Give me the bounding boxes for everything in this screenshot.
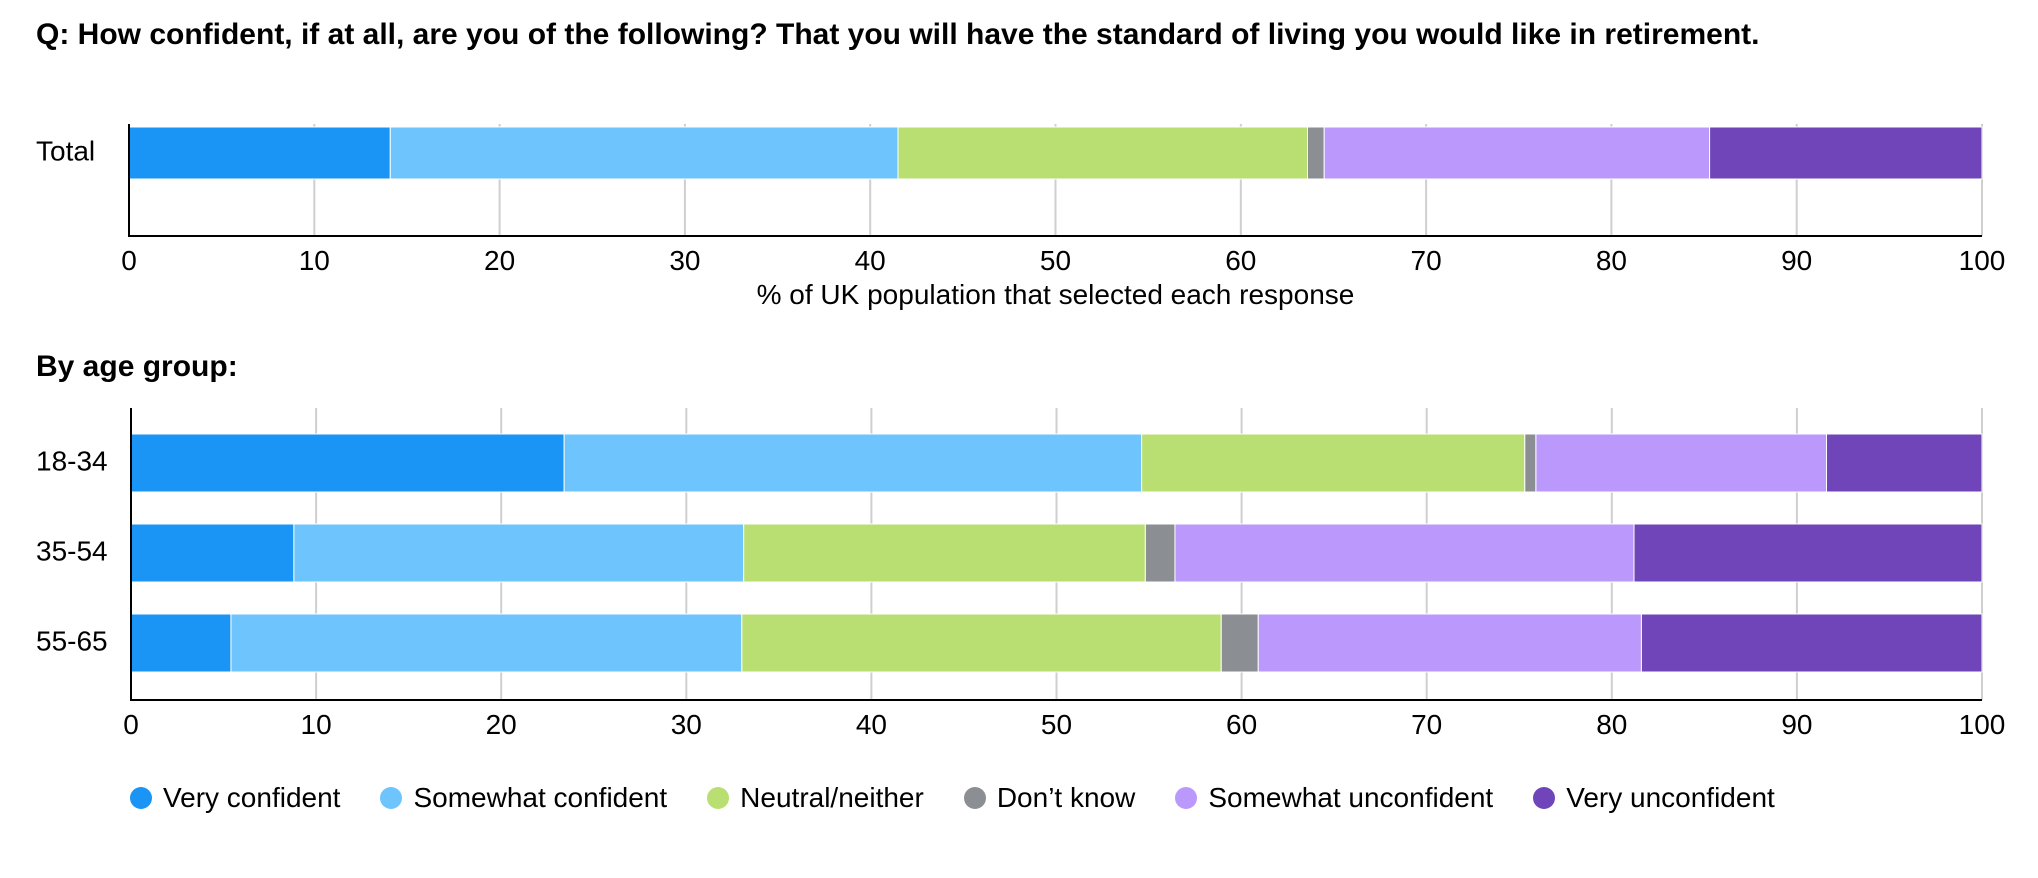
category-label-total: Total bbox=[36, 135, 95, 166]
bar-55-65-somewhat-unconfident bbox=[1257, 613, 1642, 673]
bar-35-54-neutral-neither bbox=[743, 523, 1146, 583]
category-label-55-65: 55-65 bbox=[36, 625, 108, 656]
category-label-35-54: 35-54 bbox=[36, 535, 108, 566]
legend-swatch-dont-know bbox=[963, 787, 986, 809]
legend: Very confident Somewhat confident Neutra… bbox=[130, 782, 1815, 814]
bar-55-65-neutral-neither bbox=[741, 613, 1222, 673]
x-tick-label-90-panel-2: 90 bbox=[1781, 709, 1812, 740]
x-tick-label-100-panel-2: 100 bbox=[1959, 709, 2006, 740]
legend-label-very-unconfident: Very unconfident bbox=[1566, 782, 1775, 813]
legend-item-very-unconfident: Very unconfident bbox=[1533, 782, 1775, 814]
legend-swatch-very-unconfident bbox=[1533, 787, 1556, 809]
x-tick-label-70-panel-2: 70 bbox=[1411, 709, 1442, 740]
legend-swatch-somewhat-confident bbox=[380, 787, 403, 809]
category-label-18-34: 18-34 bbox=[36, 445, 108, 476]
bar-total-very-confident bbox=[128, 126, 391, 180]
legend-label-dont-know: Don’t know bbox=[996, 782, 1136, 813]
bar-55-65-very-confident bbox=[130, 613, 232, 673]
x-tick-label-30-panel-1: 30 bbox=[669, 245, 700, 276]
bar-18-34-very-unconfident bbox=[1826, 433, 1983, 493]
bar-18-34-somewhat-unconfident bbox=[1535, 433, 1828, 493]
x-tick-label-40-panel-2: 40 bbox=[856, 709, 887, 740]
bar-35-54-somewhat-confident bbox=[293, 523, 745, 583]
bar-total-somewhat-confident bbox=[389, 126, 899, 180]
bar-55-65-very-unconfident bbox=[1640, 613, 1983, 673]
legend-swatch-neutral-neither bbox=[707, 787, 730, 809]
bar-total-somewhat-unconfident bbox=[1323, 126, 1711, 180]
x-tick-label-50-panel-1: 50 bbox=[1040, 245, 1071, 276]
legend-label-neutral-neither: Neutral/neither bbox=[740, 782, 924, 813]
bar-55-65-somewhat-confident bbox=[230, 613, 743, 673]
legend-label-somewhat-confident: Somewhat confident bbox=[413, 782, 668, 813]
legend-item-neutral-neither: Neutral/neither bbox=[707, 782, 924, 814]
legend-label-very-confident: Very confident bbox=[163, 782, 341, 813]
x-tick-label-80-panel-1: 80 bbox=[1596, 245, 1627, 276]
bar-total-very-unconfident bbox=[1709, 126, 1983, 180]
x-axis-label-panel-1: % of UK population that selected each re… bbox=[757, 279, 1355, 310]
x-tick-label-10-panel-1: 10 bbox=[299, 245, 330, 276]
x-tick-label-20-panel-1: 20 bbox=[484, 245, 515, 276]
bar-total-don-t-know bbox=[1307, 126, 1325, 180]
age-group-section-title: By age group: bbox=[36, 350, 238, 383]
legend-item-very-confident: Very confident bbox=[130, 782, 340, 814]
bar-35-54-don-t-know bbox=[1144, 523, 1176, 583]
bar-35-54-very-confident bbox=[130, 523, 295, 583]
x-tick-label-20-panel-2: 20 bbox=[486, 709, 517, 740]
x-tick-label-0-panel-1: 0 bbox=[121, 245, 137, 276]
x-tick-label-80-panel-2: 80 bbox=[1596, 709, 1627, 740]
bar-55-65-don-t-know bbox=[1220, 613, 1259, 673]
legend-item-dont-know: Don’t know bbox=[963, 782, 1136, 814]
x-tick-label-10-panel-2: 10 bbox=[301, 709, 332, 740]
bar-total-neutral-neither bbox=[897, 126, 1309, 180]
x-tick-label-50-panel-2: 50 bbox=[1041, 709, 1072, 740]
legend-label-somewhat-unconfident: Somewhat unconfident bbox=[1208, 782, 1494, 813]
bar-35-54-very-unconfident bbox=[1633, 523, 1983, 583]
legend-item-somewhat-confident: Somewhat confident bbox=[380, 782, 667, 814]
x-tick-label-0-panel-2: 0 bbox=[123, 709, 139, 740]
bar-18-34-somewhat-confident bbox=[563, 433, 1143, 493]
bar-18-34-don-t-know bbox=[1524, 433, 1537, 493]
x-tick-label-60-panel-1: 60 bbox=[1225, 245, 1256, 276]
bar-18-34-very-confident bbox=[130, 433, 565, 493]
x-tick-label-100-panel-1: 100 bbox=[1959, 245, 2006, 276]
x-tick-label-60-panel-2: 60 bbox=[1226, 709, 1257, 740]
x-tick-label-70-panel-1: 70 bbox=[1411, 245, 1442, 276]
x-tick-label-40-panel-1: 40 bbox=[855, 245, 886, 276]
legend-item-somewhat-unconfident: Somewhat unconfident bbox=[1175, 782, 1493, 814]
legend-swatch-somewhat-unconfident bbox=[1175, 787, 1198, 809]
bar-35-54-somewhat-unconfident bbox=[1174, 523, 1635, 583]
bar-18-34-neutral-neither bbox=[1141, 433, 1526, 493]
x-tick-label-30-panel-2: 30 bbox=[671, 709, 702, 740]
x-tick-label-90-panel-1: 90 bbox=[1781, 245, 1812, 276]
legend-swatch-very-confident bbox=[130, 787, 152, 809]
chart-title: Q: How confident, if at all, are you of … bbox=[36, 18, 1760, 51]
